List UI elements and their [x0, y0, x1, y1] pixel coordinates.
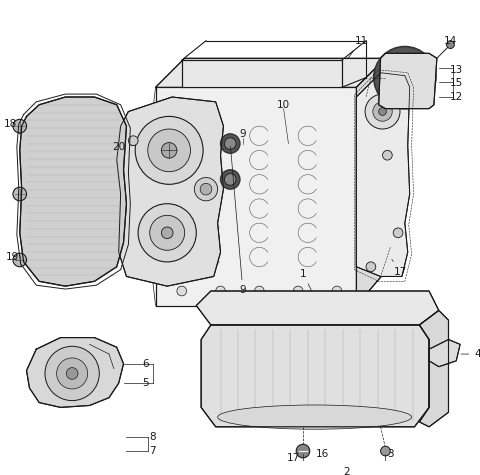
Text: 9: 9: [230, 146, 246, 295]
Text: 10: 10: [277, 100, 290, 110]
Polygon shape: [379, 53, 437, 109]
Circle shape: [220, 170, 240, 189]
Circle shape: [293, 286, 303, 296]
Circle shape: [393, 228, 403, 238]
Circle shape: [13, 187, 26, 201]
Text: 19: 19: [5, 252, 19, 262]
Text: 13: 13: [450, 65, 463, 75]
Circle shape: [373, 102, 392, 121]
Text: 17: 17: [287, 453, 300, 463]
Circle shape: [161, 227, 173, 238]
Circle shape: [446, 41, 454, 48]
Polygon shape: [420, 310, 448, 427]
Text: 11: 11: [348, 36, 368, 58]
Circle shape: [148, 129, 191, 171]
Circle shape: [296, 444, 310, 458]
Circle shape: [200, 183, 212, 195]
Text: 15: 15: [450, 78, 463, 88]
Text: 20: 20: [112, 142, 133, 152]
Circle shape: [128, 136, 138, 145]
Circle shape: [13, 253, 26, 267]
Circle shape: [138, 204, 196, 262]
Circle shape: [332, 286, 342, 296]
Text: 14: 14: [444, 36, 457, 46]
Polygon shape: [201, 325, 429, 427]
Circle shape: [150, 215, 185, 250]
Circle shape: [225, 174, 236, 185]
Polygon shape: [429, 340, 460, 367]
Text: 4: 4: [461, 349, 480, 359]
Circle shape: [194, 178, 217, 201]
Polygon shape: [117, 97, 224, 286]
Text: 7: 7: [149, 446, 156, 456]
Circle shape: [135, 116, 203, 184]
Circle shape: [225, 138, 236, 149]
Circle shape: [366, 262, 376, 272]
Circle shape: [381, 446, 390, 456]
Circle shape: [254, 286, 264, 296]
Circle shape: [379, 108, 386, 115]
Circle shape: [216, 286, 226, 296]
Text: 17: 17: [392, 259, 407, 276]
Text: 18: 18: [3, 119, 20, 134]
Text: 1: 1: [300, 268, 312, 290]
Circle shape: [374, 47, 436, 109]
Circle shape: [365, 94, 400, 129]
Polygon shape: [20, 97, 126, 286]
Circle shape: [13, 119, 26, 133]
Text: 5: 5: [143, 378, 149, 388]
Circle shape: [385, 58, 424, 97]
Circle shape: [383, 151, 392, 160]
Circle shape: [220, 134, 240, 153]
Ellipse shape: [217, 405, 412, 429]
Text: 6: 6: [143, 359, 149, 369]
Text: 12: 12: [450, 92, 463, 102]
Circle shape: [161, 142, 177, 158]
Circle shape: [45, 346, 99, 400]
Text: 9: 9: [240, 129, 246, 139]
Polygon shape: [156, 58, 385, 87]
Polygon shape: [356, 58, 385, 305]
Circle shape: [177, 286, 187, 296]
Polygon shape: [156, 87, 356, 305]
Polygon shape: [182, 60, 342, 87]
Text: 3: 3: [387, 449, 394, 459]
Text: 16: 16: [316, 449, 329, 459]
Circle shape: [66, 368, 78, 379]
Circle shape: [57, 358, 88, 389]
Polygon shape: [356, 73, 410, 276]
Text: 8: 8: [149, 431, 156, 441]
Text: 2: 2: [343, 467, 350, 475]
Polygon shape: [26, 338, 123, 408]
Polygon shape: [196, 291, 439, 325]
Circle shape: [395, 68, 415, 87]
